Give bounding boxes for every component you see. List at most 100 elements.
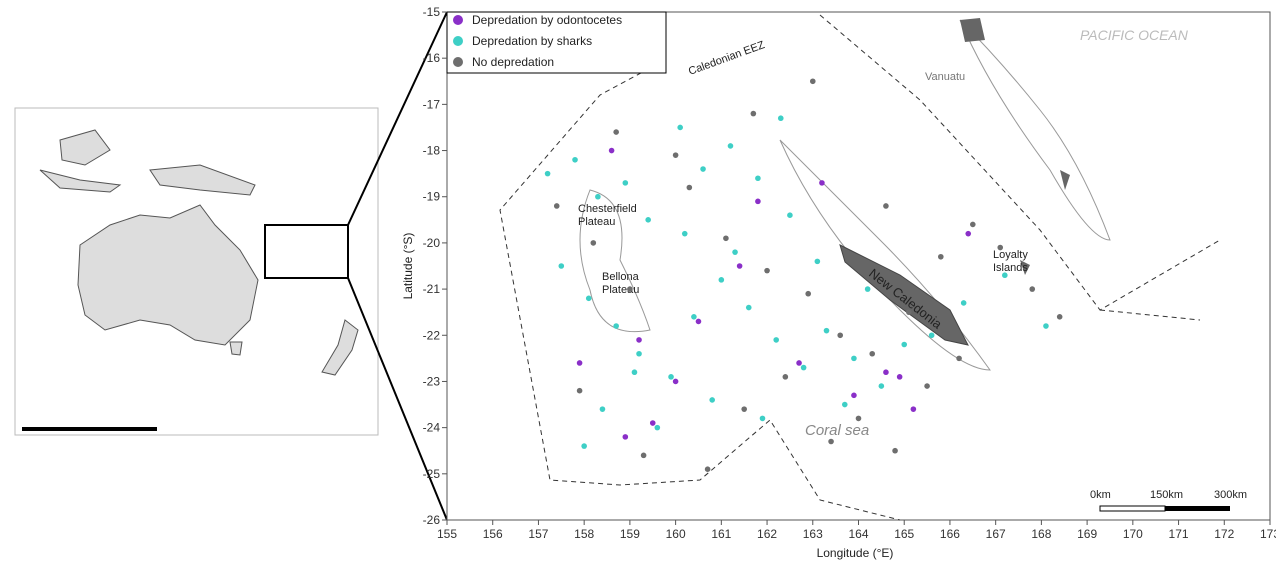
data-point [819, 180, 825, 186]
data-point [896, 374, 903, 380]
x-tick-label: 161 [711, 527, 731, 541]
data-point [1029, 286, 1036, 292]
legend-marker [453, 57, 463, 67]
y-tick-label: -25 [423, 467, 441, 481]
data-point [576, 360, 583, 366]
data-point [622, 180, 629, 186]
scale-segment [1099, 505, 1166, 512]
data-point [544, 170, 551, 177]
data-point [608, 147, 615, 154]
eez-boundary [499, 14, 1221, 521]
data-point [723, 235, 729, 242]
x-tick-label: 172 [1214, 527, 1234, 541]
data-point [613, 323, 619, 329]
scale-segment [1165, 506, 1230, 511]
data-point [905, 309, 912, 315]
x-tick-label: 159 [620, 527, 640, 541]
data-point [718, 277, 725, 283]
scale-label: 0km [1090, 489, 1111, 501]
chesterfield-label: Chesterfield Plateau [578, 203, 637, 228]
x-axis-label: Longitude (°E) [817, 546, 894, 560]
scale-bar: 0km 150km 300km [1090, 489, 1247, 512]
data-point [851, 355, 857, 362]
data-point [837, 332, 844, 339]
legend-label: Depredation by odontocetes [472, 13, 622, 27]
new-zealand [321, 319, 359, 376]
vanuatu-label: Vanuatu [925, 71, 965, 83]
data-point [851, 392, 857, 399]
data-point [732, 249, 738, 255]
data-point [585, 295, 592, 302]
x-tick-label: 157 [528, 527, 548, 541]
data-point [691, 314, 697, 320]
y-tick-label: -19 [423, 190, 441, 204]
data-point [599, 406, 606, 412]
data-point [686, 184, 693, 191]
x-tick-label: 160 [666, 527, 686, 541]
data-point [581, 443, 587, 449]
data-point [755, 175, 761, 182]
data-point [631, 369, 638, 376]
data-point [892, 447, 898, 454]
x-tick-label: 164 [848, 527, 868, 541]
y-tick-label: -26 [423, 513, 441, 527]
x-tick-label: 158 [574, 527, 594, 541]
scale-label: 300km [1214, 489, 1247, 501]
data-point [883, 203, 889, 209]
data-point [700, 166, 706, 172]
zoom-line [347, 11, 448, 226]
data-point [1043, 323, 1049, 329]
y-tick-label: -15 [423, 5, 441, 19]
data-point [901, 341, 908, 348]
data-point [627, 286, 633, 292]
x-tick-label: 156 [483, 527, 503, 541]
data-point [640, 452, 647, 459]
legend-marker [453, 15, 463, 25]
loyalty-label: Loyalty Islands [993, 249, 1028, 274]
data-point [938, 253, 944, 260]
y-tick-label: -16 [423, 51, 441, 65]
tasmania [229, 341, 243, 356]
y-tick-label: -24 [423, 421, 441, 435]
y-tick-label: -23 [423, 374, 441, 388]
data-point [869, 350, 876, 357]
zoom-box [264, 224, 349, 279]
data-point [965, 230, 972, 237]
data-point [613, 129, 619, 135]
data-point [622, 434, 629, 440]
new-caledonia-island [839, 244, 969, 346]
y-axis-label: Latitude (°S) [401, 233, 415, 300]
x-tick-label: 170 [1123, 527, 1143, 541]
data-point [590, 240, 597, 246]
data-point [759, 415, 766, 422]
data-point [773, 337, 779, 343]
data-point [928, 332, 935, 339]
data-point [855, 415, 862, 422]
data-point [1002, 272, 1008, 279]
data-point [672, 378, 679, 385]
legend-marker [453, 36, 463, 46]
data-point [636, 350, 642, 357]
data-point [883, 369, 889, 376]
legend-frame [446, 11, 667, 74]
y-tick-label: -22 [423, 328, 441, 342]
data-point [960, 300, 967, 306]
australia [77, 204, 259, 346]
scale-label: 150km [1150, 489, 1183, 501]
y-tick-label: -17 [423, 97, 441, 111]
x-tick-label: 165 [894, 527, 914, 541]
data-point [672, 152, 679, 158]
data-point [910, 406, 917, 412]
data-point [741, 406, 747, 412]
x-tick-label: 166 [940, 527, 960, 541]
y-tick-label: -21 [423, 282, 441, 296]
data-point [878, 383, 885, 389]
data-point [636, 337, 642, 343]
data-point [814, 258, 821, 265]
x-tick-label: 173 [1260, 527, 1276, 541]
data-point [595, 193, 601, 200]
data-point [553, 203, 560, 209]
bathymetry [579, 19, 1111, 371]
data-point [841, 401, 848, 408]
